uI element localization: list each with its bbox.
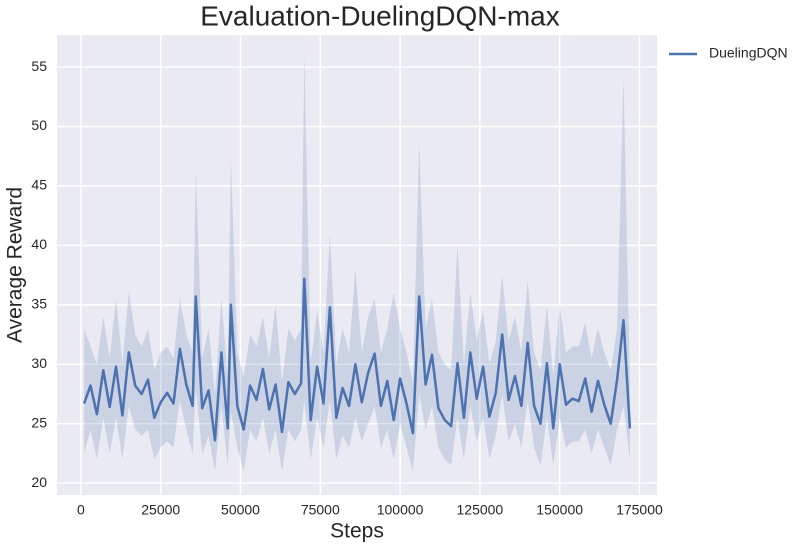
x-tick-label: 100000 xyxy=(377,502,424,518)
y-tick-label: 20 xyxy=(31,474,47,490)
x-axis-label: Steps xyxy=(330,520,384,543)
plot-background xyxy=(57,35,657,495)
x-tick-label: 125000 xyxy=(457,502,504,518)
y-tick-label: 30 xyxy=(31,355,47,371)
x-tick-label: 175000 xyxy=(616,502,663,518)
x-tick-label: 25000 xyxy=(141,502,180,518)
x-tick-label: 75000 xyxy=(301,502,340,518)
y-tick-label: 55 xyxy=(31,58,47,74)
y-tick-label: 25 xyxy=(31,414,47,430)
legend-label: DuelingDQN xyxy=(709,45,788,61)
x-tick-label: 150000 xyxy=(536,502,583,518)
y-tick-label: 35 xyxy=(31,296,47,312)
y-tick-label: 40 xyxy=(31,236,47,252)
y-tick-label: 50 xyxy=(31,117,47,133)
x-tick-label: 50000 xyxy=(221,502,260,518)
y-axis-label: Average Reward xyxy=(4,187,27,343)
y-tick-label: 45 xyxy=(31,177,47,193)
x-tick-label: 0 xyxy=(77,502,85,518)
line xyxy=(82,277,632,442)
chart-title: Evaluation-DuelingDQN-max xyxy=(200,0,559,31)
